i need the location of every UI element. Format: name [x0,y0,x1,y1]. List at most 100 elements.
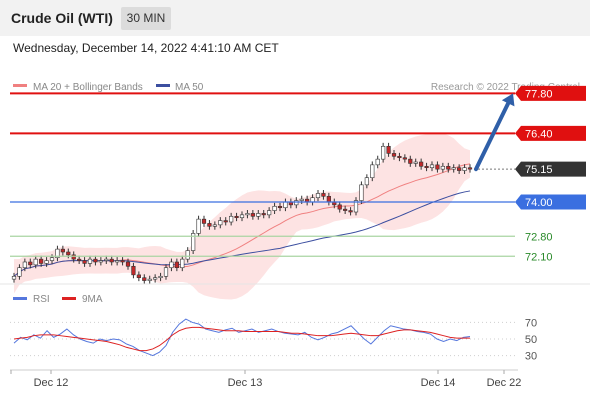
candle-up [185,250,190,260]
candle-down [391,153,397,157]
level-label: 74.00 [525,197,553,209]
timeframe-button[interactable]: 30 MIN [121,7,171,30]
bb-legend-label: MA 20 + Bollinger Bands [33,82,143,93]
level-label: 77.80 [525,88,553,100]
x-tick-label: Dec 22 [487,377,522,389]
date-line: Wednesday, December 14, 2022 4:41:10 AM … [13,41,279,55]
rsi-line [13,318,471,357]
candle-down [337,204,342,210]
candle-up [413,161,418,164]
forecast-arrow-shaft [474,101,511,172]
price-plot-area [11,133,473,300]
candle-down [343,208,348,211]
candle-up [104,258,109,261]
candle-down [419,161,424,167]
candle-up [218,220,223,226]
level-badge: 75.15 [515,161,586,177]
rsi-legend-swatch [13,297,27,300]
candle-up [11,275,17,280]
candle-up [191,233,196,251]
candle-up [153,277,158,280]
candle-up [294,200,299,206]
level-badge: 76.40 [515,125,586,141]
candle-up [158,275,163,279]
candle-down [250,213,255,217]
candle-up [283,201,288,209]
candle-up [272,205,277,211]
candle-up [267,210,272,216]
candle-up [163,267,169,277]
candle-down [82,260,87,264]
candle-down [326,195,331,203]
candle-down [28,261,33,266]
level-badge-bg [515,85,586,101]
level-badge: 74.00 [515,194,586,210]
level-label: 76.40 [525,128,553,140]
level-badge-bg [515,194,586,210]
ma50-legend-label: MA 50 [175,82,204,93]
candle-down [136,274,141,279]
candle-up [49,257,55,261]
candle-up [315,193,321,199]
candle-down [201,218,207,224]
candle-up [55,248,60,259]
rsi-ma-legend-label: 9MA [82,294,103,305]
bb-legend-swatch [13,84,27,87]
candle-up [245,213,250,216]
candle-down [207,223,212,227]
candle-up [196,218,201,234]
candle-up [169,261,174,269]
candle-down [386,145,391,154]
x-axis: Dec 12 Dec 13 Dec 14 Dec 22 [10,370,522,389]
level-badge-bg [515,161,586,177]
candle-up [451,167,456,170]
candle-up [462,167,467,171]
candle-up [256,213,261,217]
candle-down [397,155,402,159]
candle-down [39,258,44,264]
candle-up [299,198,304,201]
candle-up [212,224,217,227]
ma50-legend-swatch [156,84,170,87]
candle-up [370,164,375,179]
candle-down [446,165,451,170]
candle-up [98,260,103,263]
candle-down [93,258,98,263]
candle-down [457,167,462,171]
candle-up [353,200,359,213]
candle-down [408,158,413,164]
level-badge-bg [515,125,586,141]
x-tick-label: Dec 13 [228,377,263,389]
candle-up [44,260,49,264]
candle-up [375,158,380,166]
candle-up [87,258,93,264]
candle-down [261,213,266,216]
candle-up [147,278,152,281]
rsi-tick-label: 30 [525,351,537,363]
rsi-legend-label: RSI [33,294,50,305]
candle-up [17,267,22,277]
candle-up [359,184,364,201]
price-levels: 77.80 76.40 75.15 74.00 72.80 72.10 [10,85,586,263]
candle-down [435,164,440,170]
rsi-ma-line [13,326,470,352]
rsi-plot-area: 70 50 30 [10,317,537,363]
candle-down [467,167,473,170]
candle-down [125,261,131,267]
header-bar: Crude Oil (WTI) 30 MIN [0,0,590,36]
candle-up [364,177,369,186]
rsi-ma-legend-swatch [62,297,76,300]
candle-up [33,258,38,266]
candle-down [120,260,125,263]
candle-up [229,215,234,223]
level-label: 75.15 [525,164,553,176]
level-label: 72.80 [525,231,553,243]
source-credit: Research © 2022 Trading Central [431,82,580,93]
candle-up [381,145,386,160]
candle-down [131,265,136,276]
candle-down [348,210,353,213]
x-tick-label: Dec 12 [34,377,69,389]
candle-up [239,214,245,219]
x-tick-label: Dec 14 [421,377,456,389]
